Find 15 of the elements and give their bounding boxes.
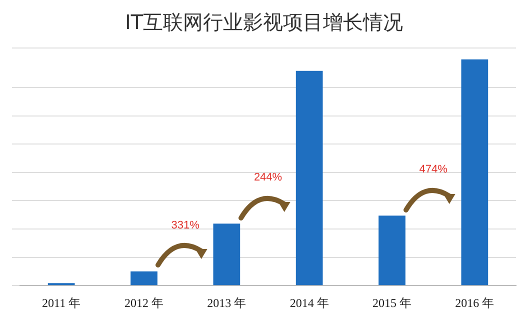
annotation: 331% <box>171 219 200 232</box>
x-tick-label: 2016 年 <box>455 296 494 310</box>
x-tick-label: 2015 年 <box>372 296 412 310</box>
x-tick-label: 2013 年 <box>207 296 246 310</box>
bar <box>130 271 158 286</box>
bar <box>213 224 240 286</box>
x-tick-label: 2014 年 <box>290 296 329 310</box>
x-tick-label: 2011 年 <box>42 296 81 310</box>
bar <box>461 59 488 286</box>
annotation: 244% <box>254 172 282 184</box>
x-tick-label: 2012 年 <box>124 296 164 310</box>
annotation: 474% <box>419 164 448 176</box>
bar <box>296 70 323 286</box>
bar <box>378 216 406 286</box>
chart-title: IT互联网行业影视项目增长情况 <box>124 10 404 34</box>
